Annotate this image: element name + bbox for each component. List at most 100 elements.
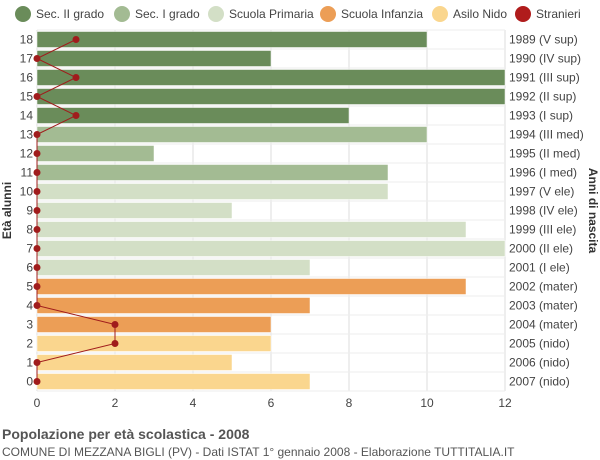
age-tick-label: 9 [26,204,33,218]
legend-swatch [515,6,531,22]
bar [36,145,155,162]
y-axis-title-right: Anni di nascita [586,168,600,254]
x-tick-label: 4 [190,396,197,410]
birth-year-label: 2003 (mater) [509,299,578,313]
age-tick-label: 17 [20,52,34,66]
legend-label: Scuola Primaria [229,7,314,21]
chart-source: COMUNE DI MEZZANA BIGLI (PV) - Dati ISTA… [2,445,515,459]
legend-swatch [15,6,31,22]
bar [36,316,272,333]
age-tick-label: 8 [26,223,33,237]
birth-year-label: 1993 (I sup) [509,109,573,123]
x-tick-label: 6 [268,396,275,410]
birth-year-label: 1996 (I med) [509,166,577,180]
legend-swatch [432,6,448,22]
age-tick-label: 4 [26,299,33,313]
legend-item: Sec. II grado [15,6,104,22]
age-tick-label: 0 [26,375,33,389]
legend-label: Sec. I grado [135,7,200,21]
stranieri-point [33,359,41,366]
chart-title: Popolazione per età scolastica - 2008 [2,426,250,442]
bar [36,240,506,257]
legend-swatch [320,6,336,22]
age-tick-label: 3 [26,318,33,332]
chart-legend: Sec. II grado Sec. I grado Scuola Primaria… [0,6,600,26]
age-tick-label: 12 [20,147,34,161]
legend-item: Stranieri [515,6,581,22]
birth-year-label: 1995 (II med) [509,147,580,161]
bar [36,335,272,352]
birth-year-label: 2002 (mater) [509,280,578,294]
stranieri-point [33,302,41,309]
birth-year-label: 1999 (III ele) [509,223,576,237]
stranieri-point [72,112,80,119]
age-tick-label: 7 [26,242,33,256]
bar [36,31,428,48]
x-tick-label: 0 [34,396,41,410]
legend-swatch [208,6,224,22]
legend-label: Scuola Infanzia [341,7,424,21]
bar [36,183,389,200]
age-tick-label: 11 [21,166,34,180]
stranieri-point [33,93,41,100]
stranieri-point [33,378,41,385]
legend-item: Scuola Primaria [208,6,314,22]
stranieri-point [33,226,41,233]
bar [36,50,272,67]
stranieri-point [33,188,41,195]
birth-year-label: 1994 (III med) [509,128,584,142]
bar [36,88,506,105]
birth-year-label: 1990 (IV sup) [509,52,581,66]
stranieri-point [33,131,41,138]
age-tick-label: 6 [26,261,33,275]
x-tick-label: 2 [112,396,119,410]
stranieri-point [33,55,41,62]
stranieri-point [111,321,119,328]
legend-item: Sec. I grado [114,6,200,22]
x-tick-label: 12 [498,396,512,410]
stranieri-point [33,150,41,157]
stranieri-point [33,207,41,214]
stranieri-point [33,245,41,252]
legend-item: Asilo Nido [432,6,507,22]
birth-year-label: 1997 (V ele) [509,185,574,199]
stranieri-point [72,74,80,81]
age-tick-label: 2 [26,337,33,351]
legend-swatch [114,6,130,22]
legend-item: Scuola Infanzia [320,6,423,22]
stranieri-point [33,283,41,290]
birth-year-label: 1991 (III sup) [509,71,580,85]
birth-year-label: 2001 (I ele) [509,261,570,275]
y-axis-title-left: Età alunni [0,182,14,239]
bar [36,278,467,295]
age-tick-label: 5 [26,280,33,294]
age-tick-label: 10 [20,185,34,199]
x-tick-label: 8 [346,396,353,410]
age-tick-label: 1 [26,356,33,370]
birth-year-label: 2000 (II ele) [509,242,573,256]
bar [36,164,389,181]
x-tick-label: 10 [420,396,434,410]
birth-year-label: 2005 (nido) [509,337,570,351]
bar [36,373,311,390]
age-tick-label: 13 [20,128,34,142]
stranieri-point [72,36,80,43]
legend-label: Sec. II grado [36,7,105,21]
age-tick-label: 14 [20,109,34,123]
age-tick-label: 15 [20,90,34,104]
bar [36,107,350,124]
bar [36,202,233,219]
birth-year-label: 1989 (V sup) [509,33,578,47]
legend-label: Stranieri [536,7,581,21]
birth-year-label: 1992 (II sup) [509,90,576,104]
bar [36,126,428,143]
age-tick-label: 18 [20,33,34,47]
birth-year-label: 2004 (mater) [509,318,578,332]
bar [36,69,506,86]
bar [36,297,311,314]
birth-year-label: 2006 (nido) [509,356,570,370]
bar [36,259,311,276]
stranieri-point [111,340,119,347]
birth-year-label: 2007 (nido) [509,375,570,389]
